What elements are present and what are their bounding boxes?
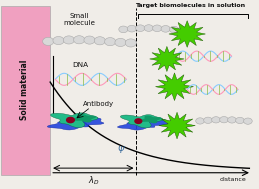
Text: Ψ: Ψ	[118, 146, 125, 155]
Polygon shape	[169, 21, 205, 47]
Circle shape	[119, 26, 128, 33]
Circle shape	[66, 117, 75, 123]
Text: Small
molecule: Small molecule	[63, 13, 95, 26]
Circle shape	[228, 117, 236, 123]
Circle shape	[204, 117, 212, 123]
Circle shape	[220, 117, 228, 123]
Polygon shape	[120, 115, 163, 128]
Text: DNA: DNA	[73, 61, 89, 67]
Circle shape	[244, 118, 252, 124]
Circle shape	[169, 26, 179, 33]
Polygon shape	[47, 118, 104, 130]
Polygon shape	[159, 112, 195, 139]
Circle shape	[144, 25, 153, 31]
Circle shape	[161, 26, 170, 32]
Circle shape	[74, 36, 85, 44]
Text: Antibody: Antibody	[83, 101, 114, 107]
Text: Target biomolecules in solution: Target biomolecules in solution	[135, 2, 245, 8]
Circle shape	[153, 25, 162, 32]
Text: $\lambda_D$: $\lambda_D$	[88, 175, 99, 187]
Circle shape	[136, 25, 145, 32]
Circle shape	[236, 117, 244, 124]
Polygon shape	[73, 114, 96, 122]
Text: Solid material: Solid material	[20, 59, 29, 120]
Circle shape	[43, 37, 54, 46]
Polygon shape	[155, 73, 193, 101]
Circle shape	[178, 27, 187, 34]
Circle shape	[94, 37, 105, 45]
Text: distance: distance	[220, 177, 247, 182]
Circle shape	[134, 118, 142, 124]
Circle shape	[53, 36, 64, 45]
Polygon shape	[150, 46, 184, 72]
Polygon shape	[118, 119, 168, 130]
Circle shape	[212, 117, 220, 123]
Circle shape	[105, 38, 116, 46]
Circle shape	[115, 38, 126, 46]
Circle shape	[63, 36, 74, 44]
Polygon shape	[51, 113, 98, 128]
Circle shape	[127, 25, 136, 32]
Polygon shape	[140, 115, 162, 123]
Circle shape	[125, 39, 136, 47]
Circle shape	[84, 36, 95, 44]
Circle shape	[196, 118, 204, 124]
Bar	[1, 6, 50, 175]
